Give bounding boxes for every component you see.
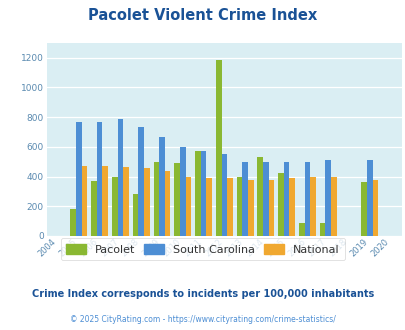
Bar bbox=[138, 127, 144, 236]
Bar bbox=[81, 166, 87, 236]
Bar bbox=[179, 147, 185, 236]
Bar bbox=[319, 223, 324, 236]
Text: Pacolet Violent Crime Index: Pacolet Violent Crime Index bbox=[88, 8, 317, 23]
Bar bbox=[262, 162, 268, 236]
Bar bbox=[226, 178, 232, 236]
Bar bbox=[164, 171, 170, 236]
Bar bbox=[91, 181, 97, 236]
Bar bbox=[144, 168, 149, 236]
Bar bbox=[132, 194, 138, 236]
Bar bbox=[70, 209, 76, 236]
Bar bbox=[159, 137, 164, 236]
Bar bbox=[298, 223, 304, 236]
Bar bbox=[153, 162, 159, 236]
Bar bbox=[76, 122, 81, 236]
Bar bbox=[372, 180, 377, 236]
Bar bbox=[277, 173, 283, 236]
Bar bbox=[360, 182, 366, 236]
Bar bbox=[123, 167, 128, 236]
Bar bbox=[304, 162, 309, 236]
Bar bbox=[268, 180, 274, 236]
Bar bbox=[206, 178, 211, 236]
Bar bbox=[112, 177, 117, 236]
Bar bbox=[289, 178, 294, 236]
Bar bbox=[221, 153, 226, 236]
Bar bbox=[309, 177, 315, 236]
Bar bbox=[257, 157, 262, 236]
Bar bbox=[185, 177, 191, 236]
Bar bbox=[330, 177, 336, 236]
Bar bbox=[215, 60, 221, 236]
Bar bbox=[102, 166, 108, 236]
Bar bbox=[247, 180, 253, 236]
Bar bbox=[236, 177, 242, 236]
Bar bbox=[174, 163, 179, 236]
Text: © 2025 CityRating.com - https://www.cityrating.com/crime-statistics/: © 2025 CityRating.com - https://www.city… bbox=[70, 315, 335, 324]
Bar bbox=[97, 122, 102, 236]
Bar bbox=[324, 160, 330, 236]
Bar bbox=[117, 119, 123, 236]
Bar bbox=[200, 150, 206, 236]
Bar bbox=[283, 162, 289, 236]
Bar bbox=[195, 151, 200, 236]
Legend: Pacolet, South Carolina, National: Pacolet, South Carolina, National bbox=[61, 238, 344, 260]
Bar bbox=[242, 162, 247, 236]
Text: Crime Index corresponds to incidents per 100,000 inhabitants: Crime Index corresponds to incidents per… bbox=[32, 289, 373, 299]
Bar bbox=[366, 160, 372, 236]
